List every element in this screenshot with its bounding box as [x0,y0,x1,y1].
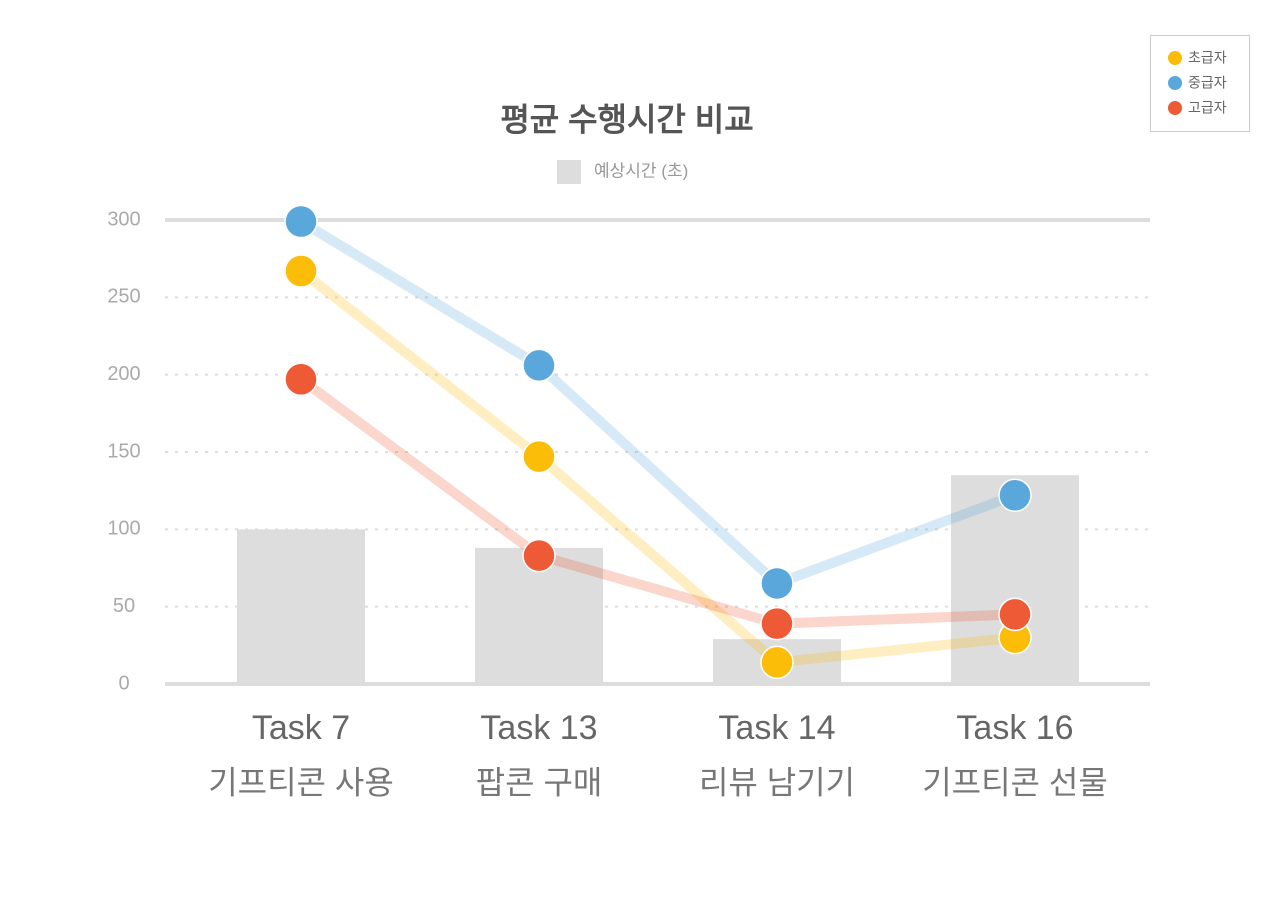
data-point [284,362,318,397]
legend-label: 초급자 [1188,50,1227,66]
x-tick-description: 기프티콘 사용 [208,764,394,800]
x-tick-description: 리뷰 남기기 [699,764,855,800]
x-tick-label: Task 16 [956,709,1073,747]
x-tick-description: 팝콘 구매 [476,764,603,800]
data-point [284,254,318,288]
series-line [298,217,1017,590]
legend-label: 중급자 [1188,75,1227,91]
data-point [998,478,1032,513]
bar-legend-swatch [557,160,581,184]
x-tick-label: Task 13 [480,709,597,747]
y-tick-label: 250 [107,286,140,308]
data-point [522,348,556,383]
data-point [760,606,794,641]
data-point [522,439,556,474]
bar [237,529,365,684]
y-tick-label: 150 [107,440,140,462]
data-point [760,566,794,601]
series-line [298,375,1016,629]
y-tick-label: 300 [107,208,140,230]
data-point [522,538,556,573]
data-point [998,597,1032,632]
legend-swatch [1168,76,1182,90]
y-tick-label: 50 [113,595,135,617]
legend-box [1150,35,1250,132]
legend-label: 고급자 [1188,100,1227,116]
series-line [297,267,1016,668]
chart-title: 평균 수행시간 비교 [500,101,753,137]
legend-swatch [1168,51,1182,65]
x-tick-label: Task 14 [718,709,835,747]
x-tick-label: Task 7 [252,709,350,747]
bar-legend-label: 예상시간 (초) [594,161,688,180]
y-tick-label: 0 [118,672,129,694]
data-point [284,204,318,239]
y-tick-label: 200 [107,363,140,385]
y-tick-label: 100 [107,518,140,540]
data-point [760,645,794,680]
legend-swatch [1168,101,1182,115]
x-tick-description: 기프티콘 선물 [922,764,1108,800]
